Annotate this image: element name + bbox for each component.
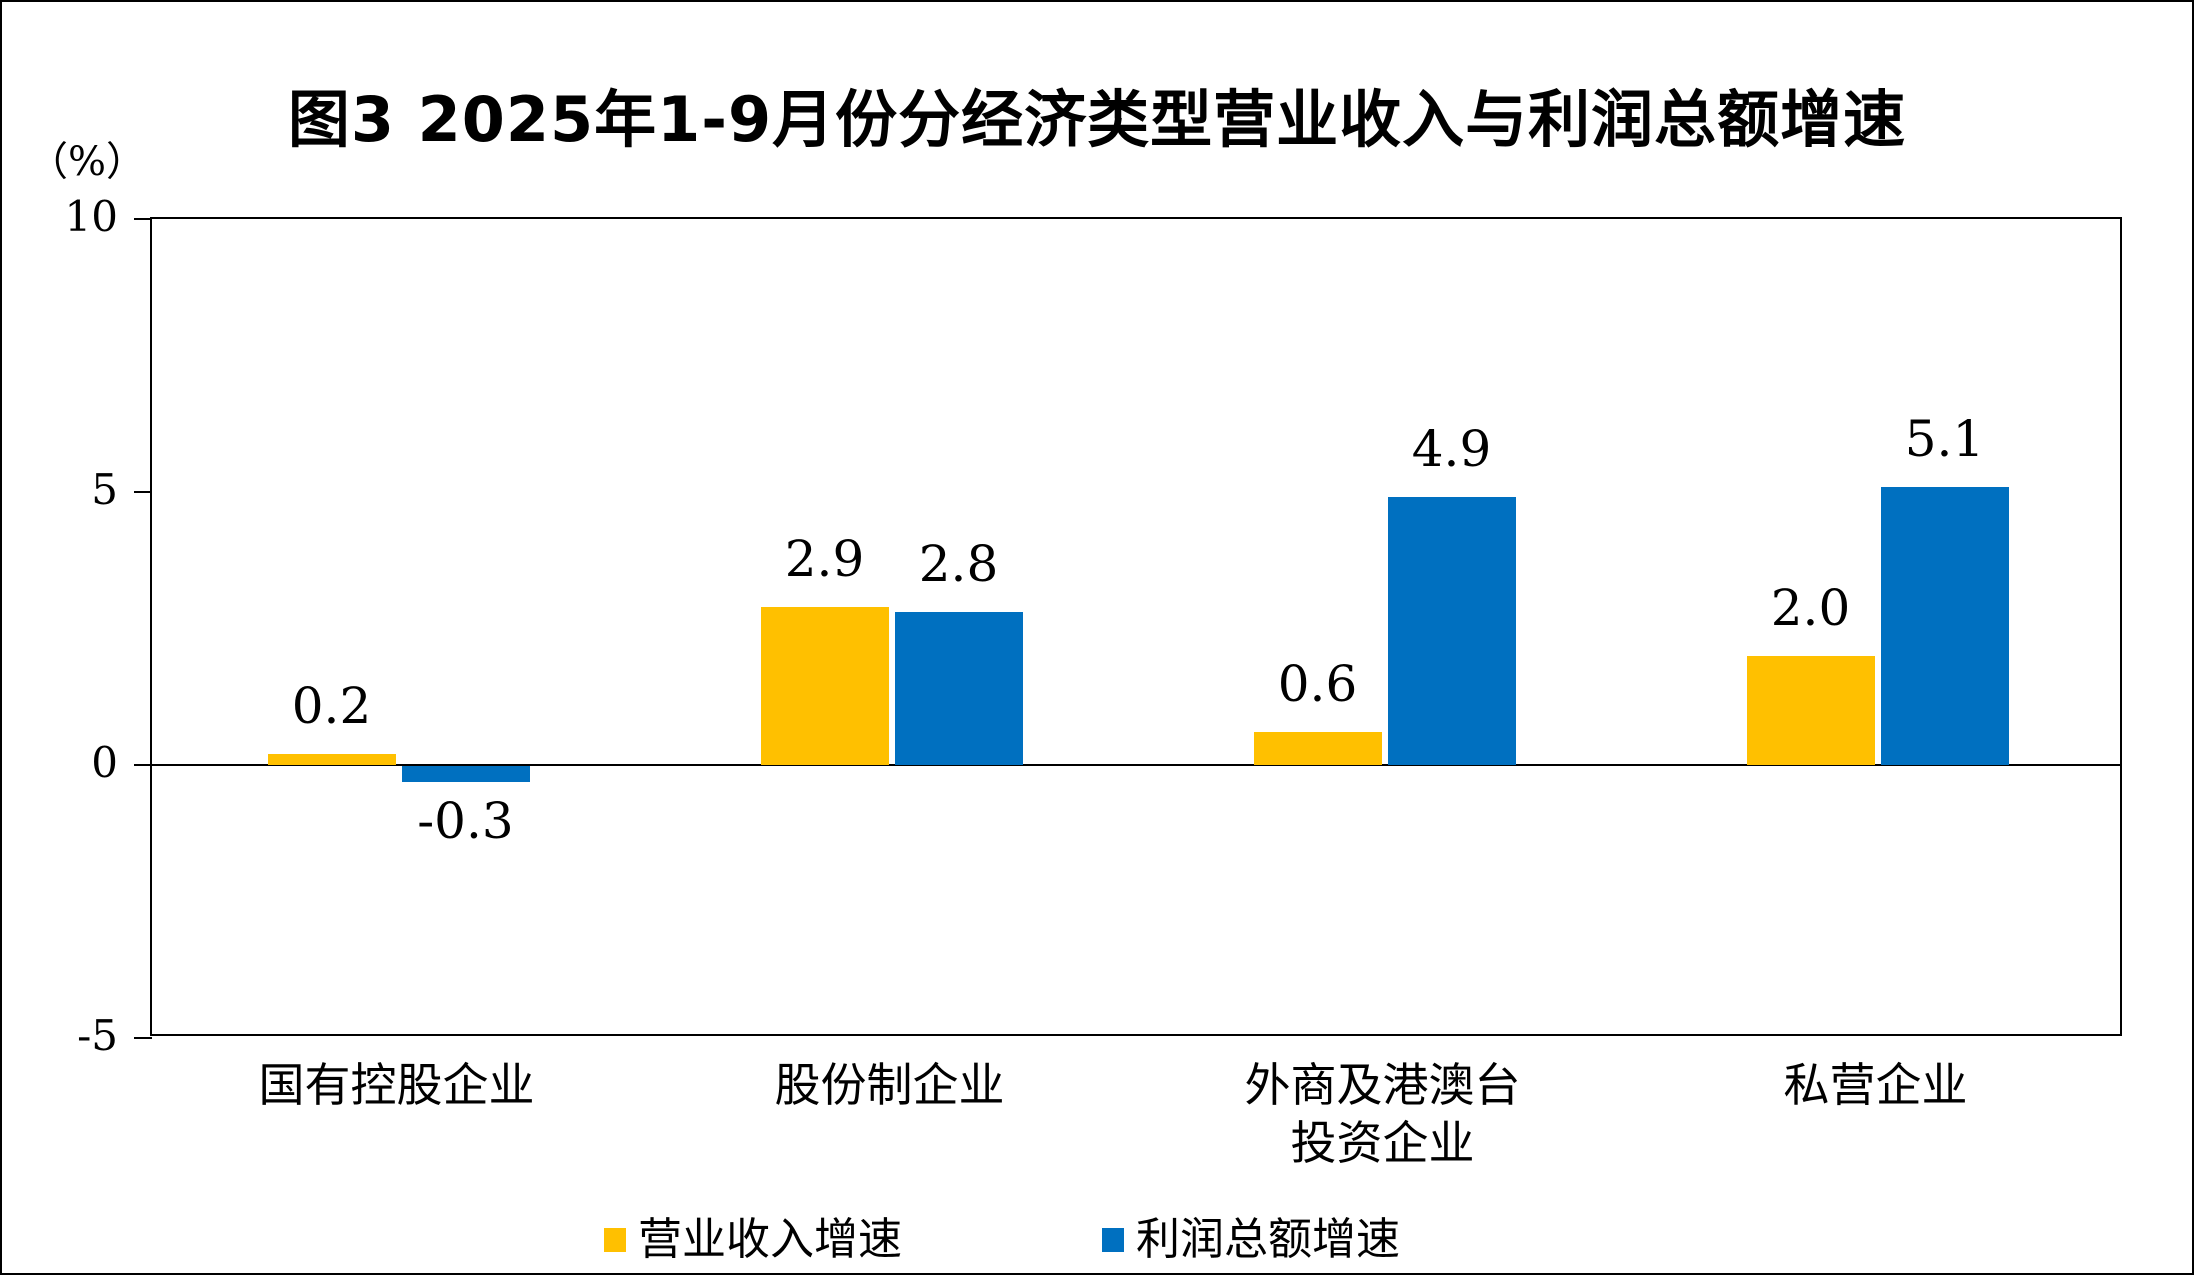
legend: 营业收入增速 利润总额增速	[604, 1212, 1400, 1268]
plot-area: 0.2 2.9 0.6 2.0 -0.3 2.8 4.9 5.1	[134, 217, 2122, 1039]
bar-value-label: -0.3	[417, 792, 514, 851]
bar-利润总额增速-国有控股企业	[401, 766, 530, 783]
bar-营业收入增速-私营企业	[1746, 655, 1875, 765]
y-tick-label: 0	[91, 738, 118, 787]
x-category-label: 股份制企业	[774, 1058, 1005, 1112]
legend-item: 利润总额增速	[1102, 1212, 1400, 1268]
bar-营业收入增速-股份制企业	[760, 606, 889, 765]
bar-value-label: 0.2	[291, 677, 372, 736]
bar-value-label: 2.8	[918, 535, 999, 594]
zero-axis-line	[152, 764, 2120, 766]
bar-利润总额增速-股份制企业	[894, 612, 1023, 765]
legend-item: 营业收入增速	[604, 1212, 902, 1268]
legend-label: 营业收入增速	[638, 1214, 902, 1265]
bar-value-label: 2.0	[1770, 578, 1851, 637]
y-tick-mark	[134, 491, 152, 493]
bar-value-label: 4.9	[1411, 420, 1492, 479]
y-tick-mark	[134, 1037, 152, 1039]
bar-利润总额增速-私营企业	[1880, 486, 2009, 765]
chart-title: 图3 2025年1-9月份分经济类型营业收入与利润总额增速	[287, 83, 1907, 156]
legend-marker	[1102, 1228, 1124, 1252]
bar-value-label: 0.6	[1277, 655, 1358, 714]
legend-label: 利润总额增速	[1136, 1214, 1400, 1265]
x-category-label: 私营企业	[1783, 1058, 1968, 1112]
legend-marker	[604, 1228, 626, 1252]
x-category-label: 外商及港澳台 投资企业	[1244, 1058, 1521, 1170]
bar-利润总额增速-外商及港澳台	[1387, 497, 1516, 765]
y-axis-unit-label: （%）	[28, 139, 147, 185]
y-tick-label: -5	[77, 1011, 118, 1060]
bar-value-label: 2.9	[784, 529, 865, 588]
y-tick-label: 5	[91, 465, 118, 514]
bar-营业收入增速-国有控股企业	[267, 754, 396, 765]
y-tick-mark	[134, 218, 152, 220]
x-category-label: 国有控股企业	[258, 1058, 535, 1112]
y-tick-label: 10	[64, 192, 118, 241]
bar-营业收入增速-外商及港澳台	[1253, 732, 1382, 765]
bar-value-label: 5.1	[1904, 409, 1985, 468]
y-tick-mark	[134, 764, 152, 766]
